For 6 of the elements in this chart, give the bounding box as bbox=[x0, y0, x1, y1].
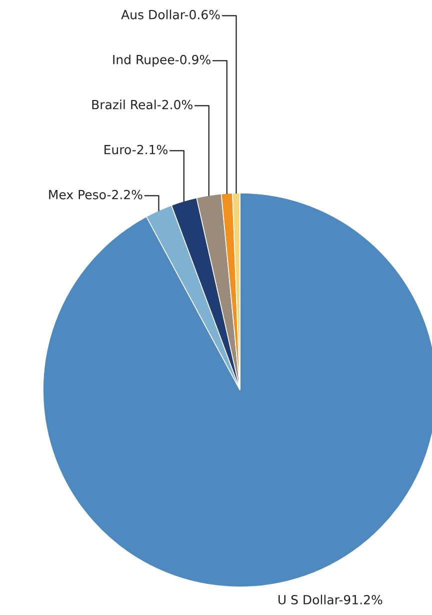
slice-label: Brazil Real-2.0% bbox=[92, 100, 192, 110]
slice-label: Aus Dollar-0.6% bbox=[121, 10, 220, 20]
slice-label: U S Dollar-91.2% bbox=[278, 594, 382, 604]
slice-label: Euro-2.1% bbox=[104, 144, 168, 154]
slice-label: Ind Rupee-0.9% bbox=[113, 54, 210, 67]
slice-label: Mex Peso-2.2% bbox=[49, 190, 142, 200]
